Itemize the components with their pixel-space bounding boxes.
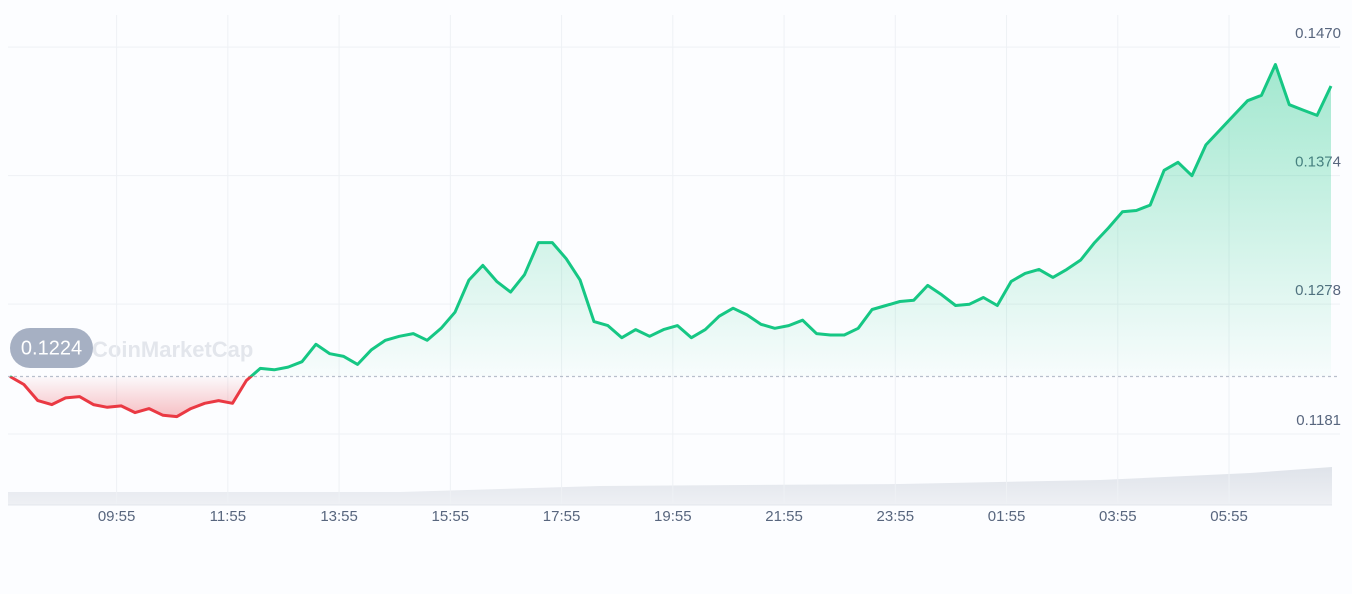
x-tick-label: 15:55 (432, 508, 470, 525)
volume-band (8, 467, 1332, 505)
x-tick-label: 17:55 (543, 508, 581, 525)
price-line (9, 63, 1333, 419)
area (10, 64, 1331, 417)
x-tick-label: 11:55 (210, 508, 246, 525)
x-tick-label: 19:55 (654, 508, 692, 525)
baseline-label: 0.1224 (21, 337, 82, 359)
x-tick-label: 21:55 (765, 508, 803, 525)
y-tick-label: 0.1181 (1296, 412, 1341, 429)
x-tick-label: 01:55 (988, 508, 1026, 525)
x-tick-label: 03:55 (1099, 508, 1137, 525)
x-tick-label: 05:55 (1210, 508, 1248, 525)
watermark: CoinMarketCap (92, 337, 253, 362)
x-tick-label: 09:55 (98, 508, 136, 525)
x-tick-label: 23:55 (877, 508, 915, 525)
x-tick-label: 13:55 (320, 508, 358, 525)
baseline-pill (10, 328, 93, 368)
y-tick-label: 0.1470 (1295, 25, 1341, 42)
